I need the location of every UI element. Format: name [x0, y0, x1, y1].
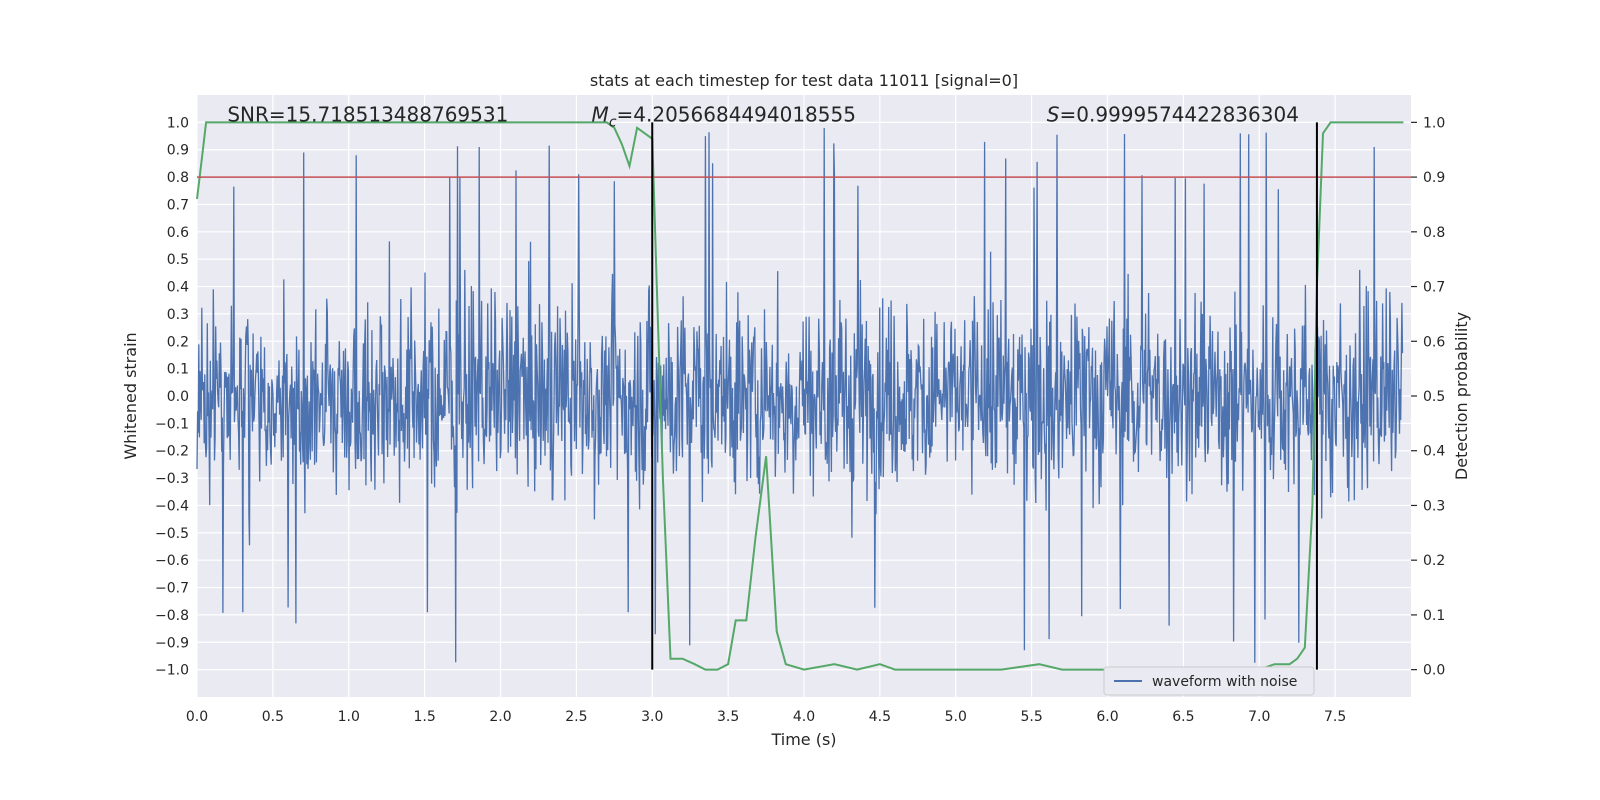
waveform-line	[196, 127, 1404, 663]
y-axis-ticks: 1.0 0.9 0.8 0.7 0.6 0.5 0.4 0.3 0.2 0.1 0.0 −0.1 −0.…	[155, 115, 189, 678]
y-tick-label-15: −0.5	[155, 526, 189, 542]
y-tick-label-8: 0.2	[167, 334, 189, 350]
x-tick-label-2: 1.0	[338, 709, 360, 725]
y-tick-label-12: −0.2	[155, 444, 189, 460]
y2-tick-label-0: 1.0	[1423, 115, 1445, 131]
y2-tick-label-7: 0.3	[1423, 498, 1445, 514]
y-tick-label-9: 0.1	[167, 362, 189, 378]
y-tick-label-7: 0.3	[167, 307, 189, 323]
y-tick-label-10: 0.0	[167, 389, 189, 405]
x-tick-label-8: 4.0	[793, 709, 815, 725]
series-waveform-with-noise	[196, 127, 1404, 663]
y2-tick-label-3: 0.7	[1423, 280, 1445, 296]
score-symbol: S	[1047, 102, 1060, 126]
y2-tick-label-9: 0.1	[1423, 608, 1445, 624]
y-tick-label-11: −0.1	[155, 416, 189, 432]
chirp-mass-annotation: Mc=4.2056684494018555	[592, 102, 856, 130]
y-tick-label-2: 0.8	[167, 170, 189, 186]
y-tick-label-19: −0.9	[155, 635, 189, 651]
snr-annotation: SNR=15.718513488769531	[227, 102, 508, 126]
legend: waveform with noise	[1103, 666, 1315, 696]
y2-tick-label-10: 0.0	[1423, 663, 1445, 679]
x-tick-label-3: 1.5	[413, 709, 435, 725]
x-axis-label: Time (s)	[770, 730, 836, 749]
y2-axis-label: Detection probability	[1452, 312, 1471, 480]
y2-tick-label-8: 0.2	[1423, 553, 1445, 569]
x-tick-label-7: 3.5	[717, 709, 739, 725]
y-tick-label-17: −0.7	[155, 581, 189, 597]
x-tick-label-5: 2.5	[565, 709, 587, 725]
y2-tick-label-2: 0.8	[1423, 225, 1445, 241]
y-tick-label-18: −0.8	[155, 608, 189, 624]
x-tick-label-11: 5.5	[1020, 709, 1042, 725]
chart-title: stats at each timestep for test data 110…	[590, 71, 1018, 90]
y-tick-label-16: −0.6	[155, 553, 189, 569]
y-tick-label-1: 0.9	[167, 143, 189, 159]
x-tick-label-15: 7.5	[1324, 709, 1346, 725]
score-value: =0.9999574422836304	[1060, 102, 1299, 126]
x-tick-label-6: 3.0	[641, 709, 663, 725]
chirp-mass-value: =4.2056684494018555	[617, 102, 856, 126]
x-tick-label-4: 2.0	[489, 709, 511, 725]
x-tick-label-14: 7.0	[1248, 709, 1270, 725]
probability-line	[196, 121, 1404, 671]
series-detection-probability	[196, 121, 1404, 671]
y-tick-label-0: 1.0	[167, 115, 189, 131]
x-tick-label-1: 0.5	[262, 709, 284, 725]
y-axis-label: Whitened strain	[121, 332, 140, 459]
y-tick-label-20: −1.0	[155, 663, 189, 679]
y2-tick-label-6: 0.4	[1423, 444, 1445, 460]
x-tick-label-13: 6.5	[1172, 709, 1194, 725]
y2-tick-label-5: 0.5	[1423, 389, 1445, 405]
y2-axis-ticks: 1.0 0.9 0.8 0.7 0.6 0.5 0.4 0.3 0.2 0.1 0.0	[1411, 115, 1445, 679]
x-tick-label-12: 6.0	[1096, 709, 1118, 725]
legend-entry-waveform: waveform with noise	[1152, 674, 1297, 690]
y2-tick-label-1: 0.9	[1423, 170, 1445, 186]
y-tick-label-3: 0.7	[167, 197, 189, 213]
x-tick-label-9: 4.5	[869, 709, 891, 725]
score-annotation: S=0.9999574422836304	[1047, 102, 1299, 126]
y-tick-label-6: 0.4	[167, 280, 189, 296]
overlays	[197, 122, 1411, 670]
x-tick-label-0: 0.0	[186, 709, 208, 725]
y2-tick-label-4: 0.6	[1423, 334, 1445, 350]
y-tick-label-14: −0.4	[155, 498, 189, 514]
y-tick-label-5: 0.5	[167, 252, 189, 268]
y-tick-label-13: −0.3	[155, 471, 189, 487]
x-axis-ticks: 0.0 0.5 1.0 1.5 2.0 2.5 3.0 3.5 4.0 4.5 5.0 5.5 6.0 6…	[186, 709, 1346, 725]
legend-box	[1103, 666, 1315, 696]
y-tick-label-4: 0.6	[167, 225, 189, 241]
chirp-mass-symbol: M	[592, 102, 609, 126]
chirp-mass-subscript: c	[609, 114, 617, 130]
x-tick-label-10: 5.0	[945, 709, 967, 725]
